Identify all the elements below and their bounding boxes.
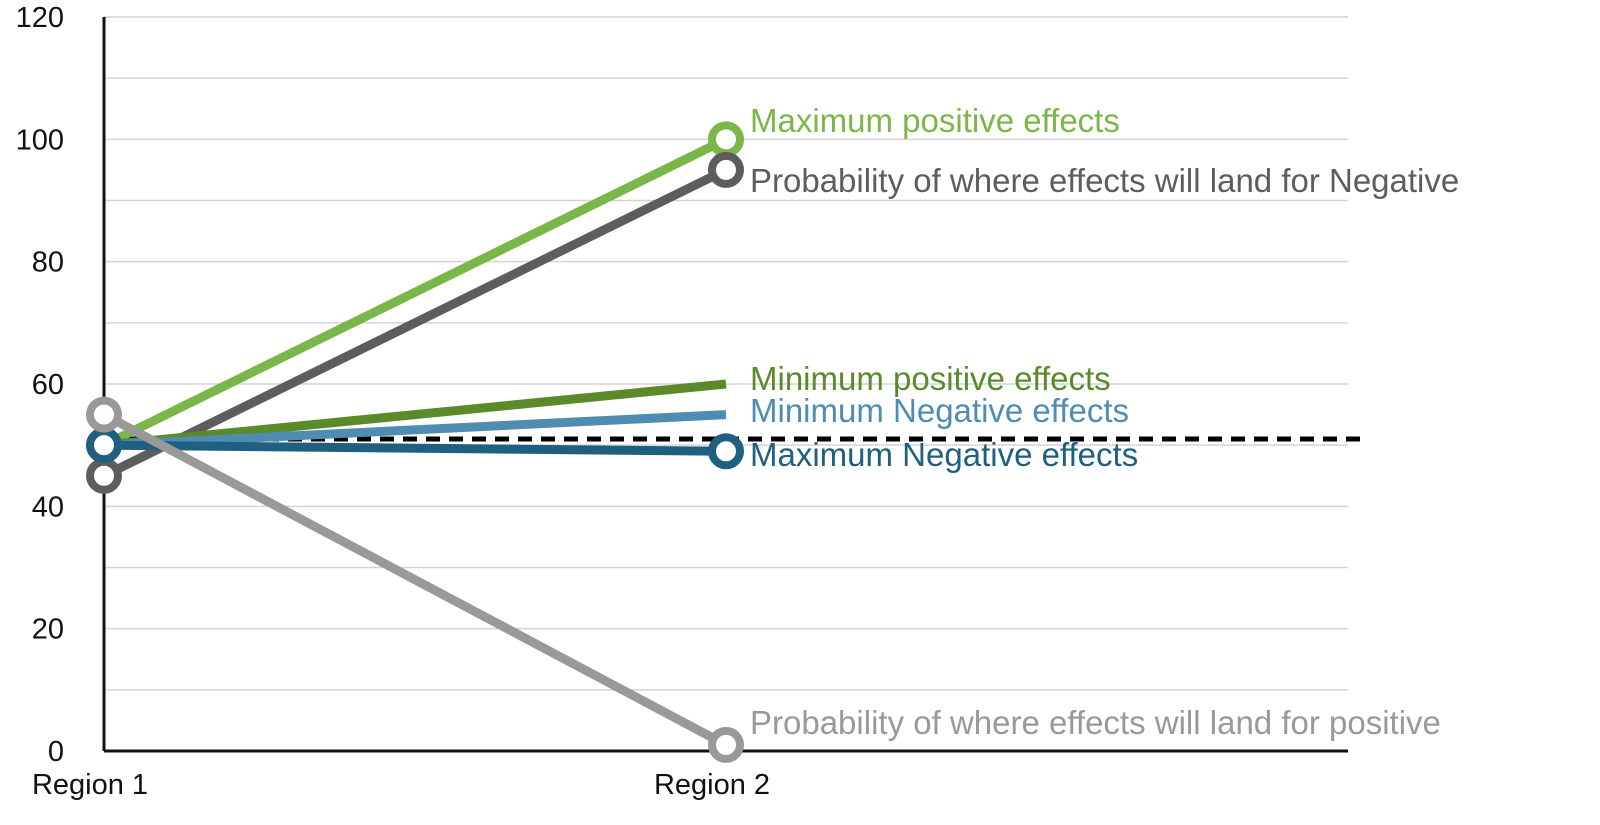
series-line	[102, 135, 728, 450]
y-tick-label: 0	[48, 736, 64, 768]
x-tick-labels: Region 1 Region 2	[32, 769, 770, 801]
y-tick-label: 120	[16, 2, 64, 34]
series-point	[708, 151, 744, 188]
series-point	[708, 121, 744, 158]
series-labels: Maximum positive effects Probability of w…	[750, 102, 1459, 741]
series-label: Minimum Negative effects	[750, 392, 1129, 429]
y-tick-label: 40	[32, 491, 64, 523]
x-tick-label: Region 2	[654, 769, 770, 801]
series-line	[103, 410, 727, 450]
series-markers	[86, 121, 744, 763]
y-tick-label: 80	[32, 247, 64, 279]
series-label: Maximum Negative effects	[750, 436, 1138, 473]
series-point	[86, 396, 122, 433]
series-label: Maximum positive effects	[750, 102, 1120, 139]
series-point	[708, 726, 744, 763]
y-tick-labels: 0 20 40 60 80 100 120	[16, 2, 64, 768]
series-line	[101, 410, 729, 749]
series-line	[103, 440, 727, 456]
series-line	[103, 379, 727, 450]
x-tick-label: Region 1	[32, 769, 148, 801]
y-tick-label: 20	[32, 614, 64, 646]
series-point	[86, 457, 122, 494]
series-label: Probability of where effects will land f…	[750, 162, 1459, 199]
series-point	[86, 427, 122, 464]
series-point	[708, 433, 744, 470]
series-label: Probability of where effects will land f…	[750, 704, 1441, 741]
series-line	[102, 165, 728, 480]
y-tick-label: 60	[32, 369, 64, 401]
series-label: Minimum positive effects	[750, 360, 1111, 397]
y-tick-label: 100	[16, 124, 64, 156]
series-lines	[101, 135, 729, 749]
